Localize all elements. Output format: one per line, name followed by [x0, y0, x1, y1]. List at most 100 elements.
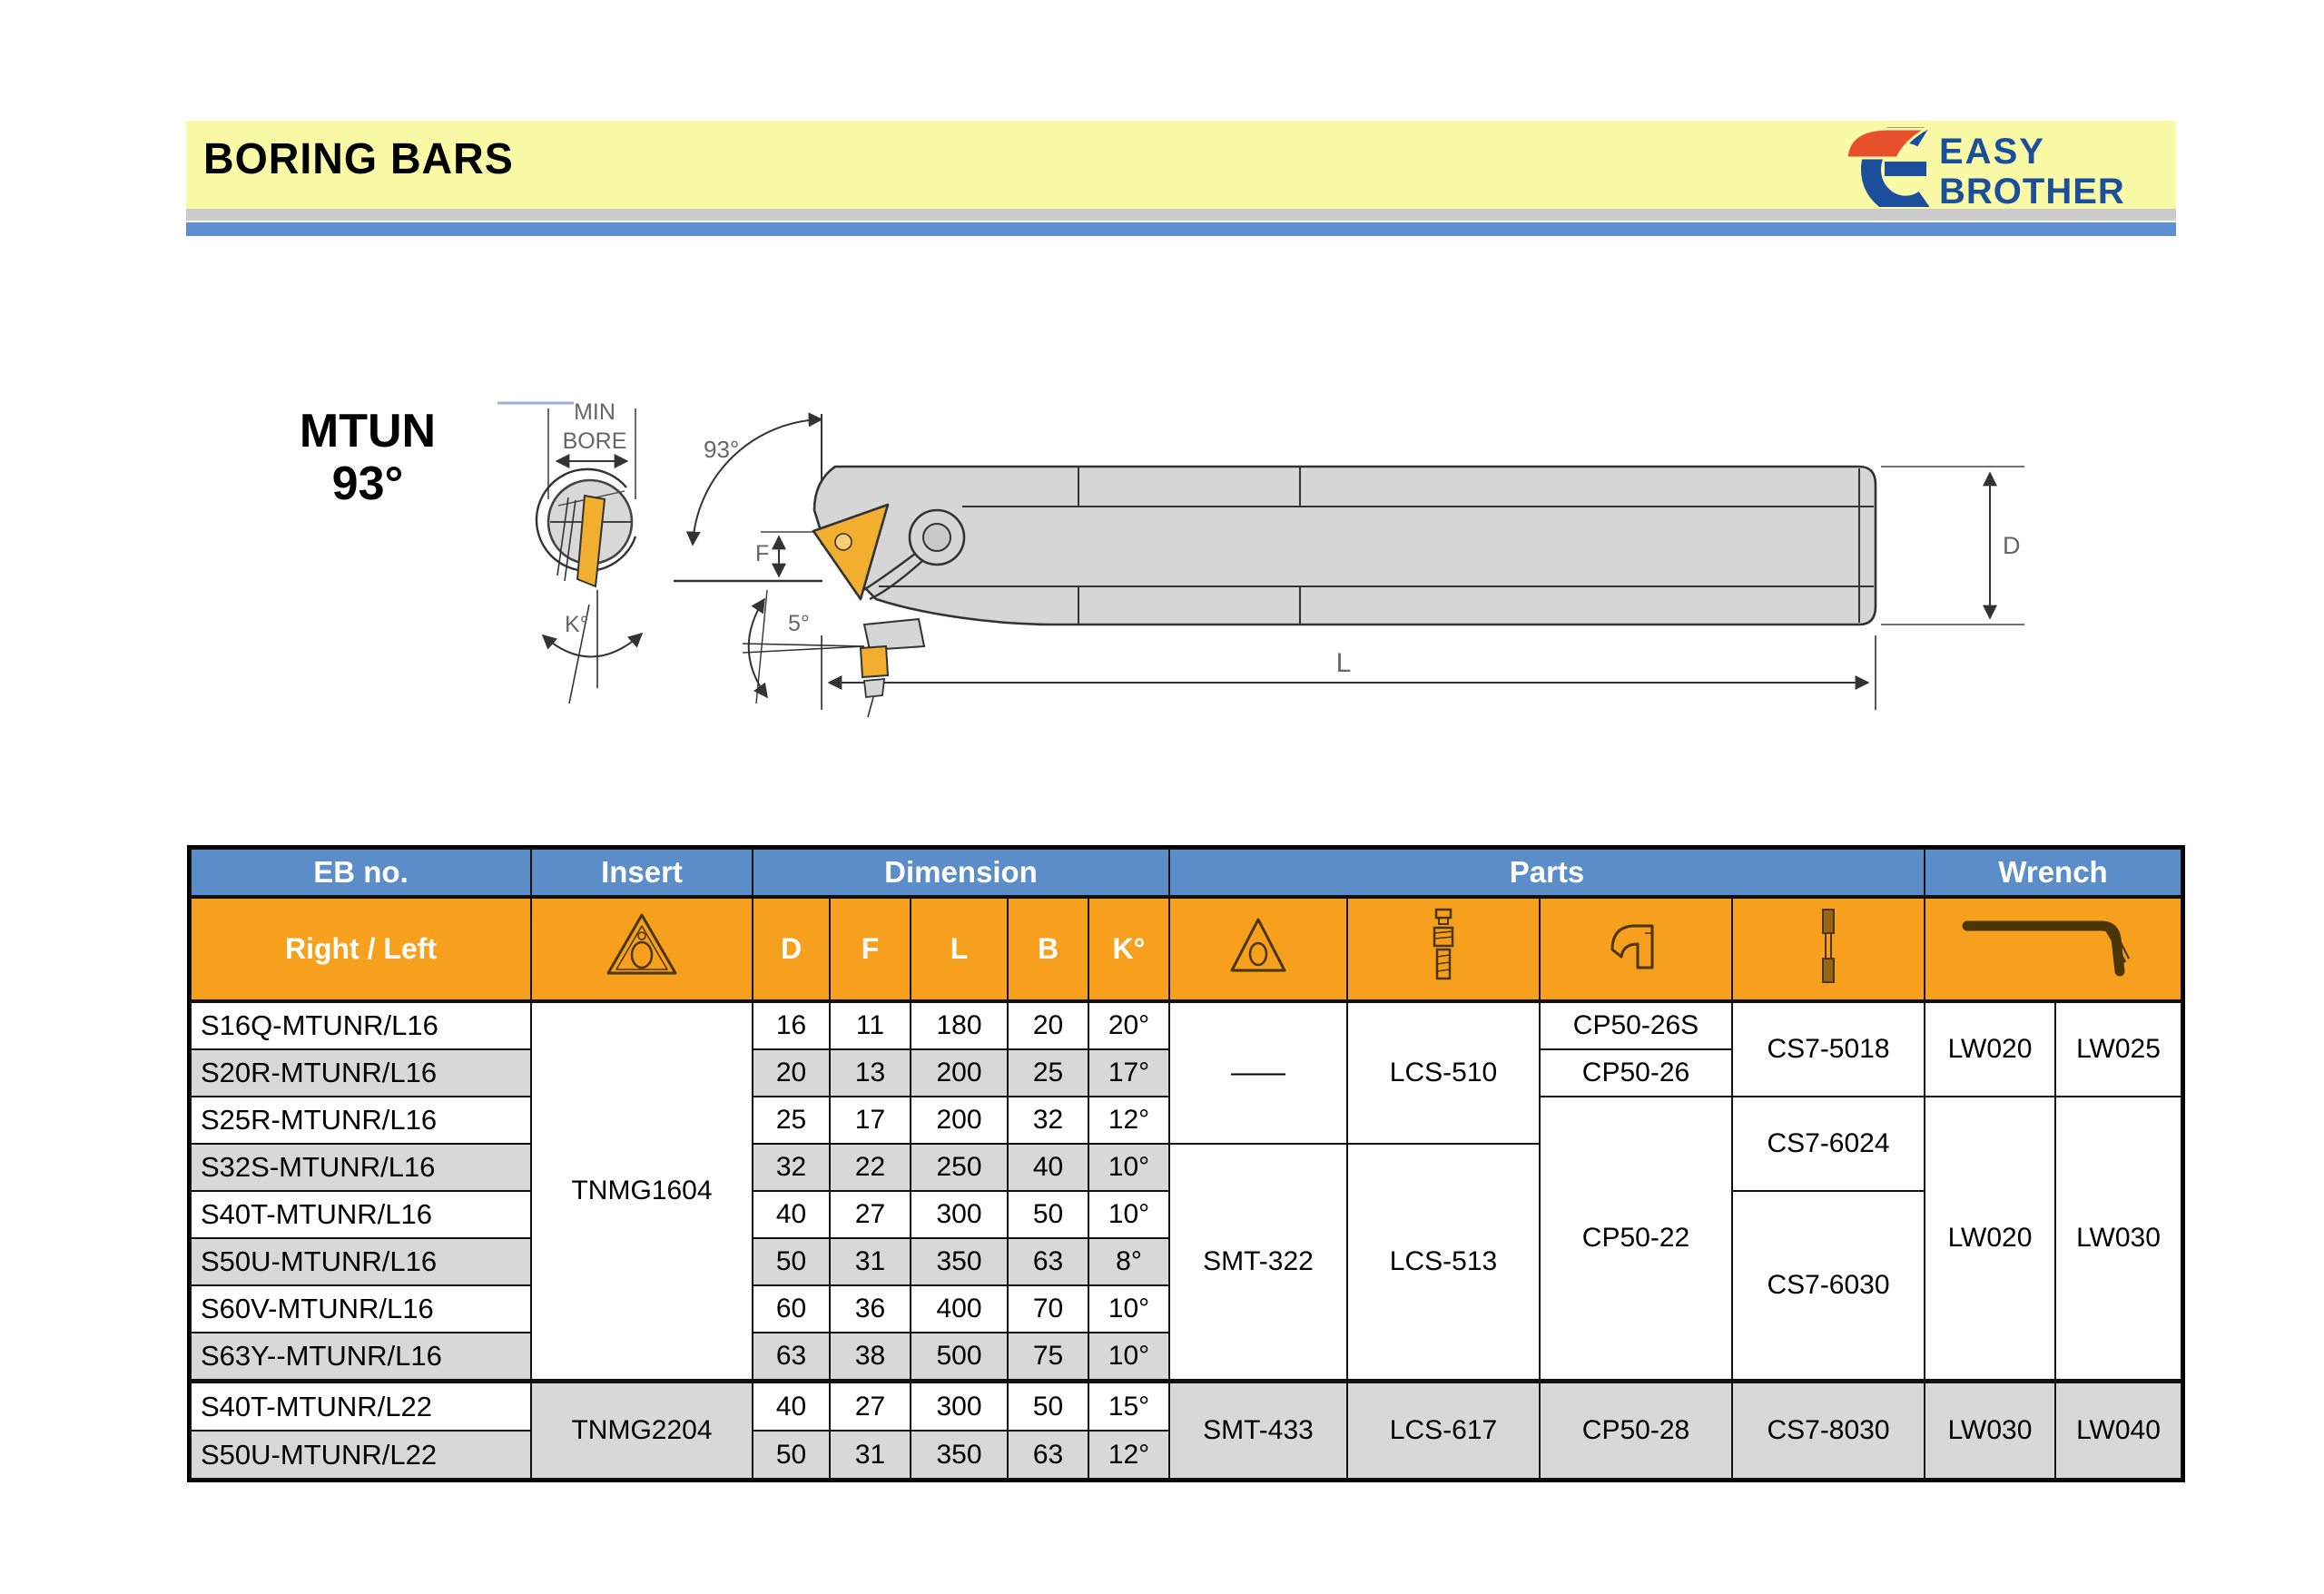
pin-icon [1822, 908, 1835, 983]
logo-text-easy: EASY [1939, 132, 2045, 172]
b-cell: 63 [1007, 1237, 1089, 1286]
min-label: MIN [574, 399, 615, 425]
wrench-cell: LW040 [2053, 1379, 2183, 1480]
cs-cell: CS7-5018 [1731, 1000, 1925, 1097]
d-cell: 50 [752, 1430, 831, 1480]
table-row: S16Q-MTUNR/L16 TNMG1604 16 11 180 20 20°… [190, 1000, 2183, 1382]
table-row: S40T-MTUNR/L22 TNMG2204 40 27 300 50 15°… [190, 1379, 2183, 1480]
col-header-right-left: Right / Left [190, 896, 532, 1003]
l-cell: 300 [910, 1190, 1009, 1239]
clamp-icon [1610, 924, 1654, 969]
logo-blue-bar [1885, 162, 1926, 176]
logo-orange-swoosh [1845, 127, 1932, 160]
k-cell: 12° [1088, 1096, 1170, 1145]
table-row: S50U-MTUNR/L22 50 31 350 63 12° [190, 1430, 2181, 1480]
k-cell: 10° [1088, 1332, 1170, 1382]
header-band [186, 121, 2176, 209]
l-cell: 180 [910, 1000, 1009, 1050]
insert-side [812, 503, 890, 601]
k-cell: 12° [1088, 1430, 1170, 1480]
l-cell: 500 [910, 1332, 1009, 1382]
divider-gray [186, 209, 2176, 221]
d-cell: 50 [752, 1237, 831, 1286]
lead-angle-label: 93° [704, 436, 739, 463]
logo-text-brother: BROTHER [1939, 172, 2125, 207]
screw-cell: LCS-513 [1346, 1143, 1541, 1382]
b-cell: 75 [1007, 1332, 1089, 1382]
f-cell: 31 [829, 1430, 911, 1480]
col-header-eb-no: EB no. [190, 848, 532, 899]
clamp-cell: CP50-26S [1539, 1000, 1733, 1050]
pin-icon-cell [1731, 896, 1925, 1003]
d-cell: 40 [752, 1379, 831, 1432]
cs-cell: CS7-6024 [1731, 1096, 1925, 1192]
model-name-label: MTUN [300, 405, 436, 458]
f-cell: 13 [829, 1048, 911, 1097]
b-cell: 50 [1007, 1190, 1089, 1239]
f-cell: 31 [829, 1237, 911, 1286]
b-cell: 50 [1007, 1379, 1089, 1432]
screw-cell: LCS-510 [1346, 1000, 1541, 1145]
b-cell: 32 [1007, 1096, 1089, 1145]
clearance-detail: 5° [742, 589, 926, 718]
shim-cell: —— [1168, 1000, 1348, 1145]
clearance-angle-label: 5° [788, 611, 810, 636]
b-cell: 63 [1007, 1430, 1089, 1480]
k-cell: 10° [1088, 1190, 1170, 1239]
insert-cell: TNMG2204 [530, 1379, 753, 1480]
eb-no-cell: S40T-MTUNR/L16 [190, 1190, 532, 1239]
d-cell: 20 [752, 1048, 831, 1097]
table-row: S20R-MTUNR/L16 20 13 200 25 17° CP50-26 [190, 1048, 2181, 1097]
wrench-cell: LW030 [2053, 1096, 2183, 1382]
f-cell: 36 [829, 1284, 911, 1333]
f-cell: 22 [829, 1143, 911, 1192]
col-header-l: L [910, 896, 1009, 1003]
page-title: BORING BARS [203, 135, 514, 183]
boring-bar-body [812, 465, 1877, 626]
cs-cell: CS7-6030 [1731, 1190, 1925, 1382]
d-cell: 40 [752, 1190, 831, 1239]
col-header-insert: Insert [530, 848, 753, 899]
eb-no-cell: S20R-MTUNR/L16 [190, 1048, 532, 1097]
shim-icon [1230, 918, 1286, 971]
b-cell: 20 [1007, 1000, 1089, 1050]
divider-blue [186, 222, 2176, 236]
k-cell: 10° [1088, 1284, 1170, 1333]
f-cell: 17 [829, 1096, 911, 1145]
clamp-icon-cell [1539, 896, 1733, 1003]
group-header-row: EB no. Insert Dimension Parts Wrench [190, 848, 2183, 899]
k-cell: 20° [1088, 1000, 1170, 1050]
bore-label: BORE [563, 428, 627, 454]
clamp-cell: CP50-22 [1539, 1096, 1733, 1382]
table-row: S25R-MTUNR/L16 25 17 200 32 12° CP50-22 … [190, 1096, 2183, 1382]
eb-no-cell: S63Y--MTUNR/L16 [190, 1332, 532, 1382]
insert-icon-cell [530, 896, 753, 1003]
k-cell: 10° [1088, 1143, 1170, 1192]
f-dim-label: F [755, 541, 769, 566]
d-dim-label: D [2003, 532, 2021, 559]
b-cell: 70 [1007, 1284, 1089, 1333]
l-cell: 250 [910, 1143, 1009, 1192]
cs-cell: CS7-8030 [1731, 1379, 1925, 1480]
k-cell: 15° [1088, 1379, 1170, 1432]
d-cell: 16 [752, 1000, 831, 1050]
wrench-cell: LW025 [2053, 1000, 2183, 1097]
b-cell: 40 [1007, 1143, 1089, 1192]
d-cell: 60 [752, 1284, 831, 1333]
col-header-b: B [1007, 896, 1089, 1003]
k-cell: 17° [1088, 1048, 1170, 1097]
easy-brother-logo: EASY BROTHER [1845, 127, 2125, 207]
l-cell: 350 [910, 1237, 1009, 1286]
wrench-cell: LW020 [1924, 1000, 2056, 1097]
k-cell: 8° [1088, 1237, 1170, 1286]
f-cell: 27 [829, 1190, 911, 1239]
eb-no-cell: S32S-MTUNR/L16 [190, 1143, 532, 1192]
f-cell: 11 [829, 1000, 911, 1050]
insert-section [576, 494, 606, 588]
shim-cell: SMT-433 [1168, 1379, 1348, 1480]
shim-cell: SMT-322 [1168, 1143, 1348, 1382]
f-cell: 38 [829, 1332, 911, 1382]
l-cell: 300 [910, 1379, 1009, 1432]
l-cell: 200 [910, 1048, 1009, 1097]
